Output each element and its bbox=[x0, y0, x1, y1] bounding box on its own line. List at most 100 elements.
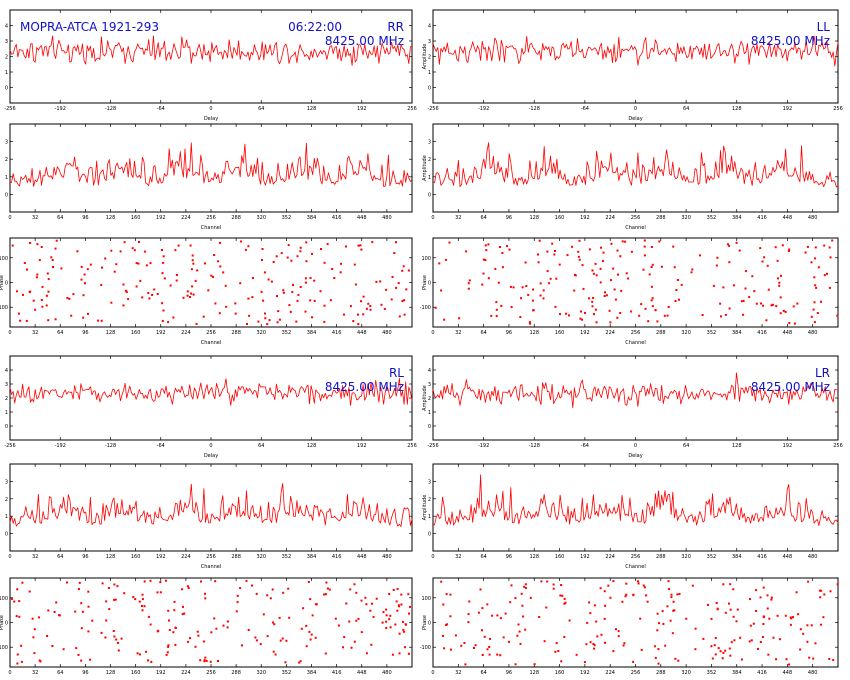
data-point bbox=[552, 583, 555, 586]
data-point bbox=[759, 596, 762, 599]
data-point bbox=[728, 307, 731, 310]
data-point bbox=[458, 317, 461, 320]
data-point bbox=[47, 278, 50, 281]
x-tick-label: 480 bbox=[808, 215, 818, 221]
data-point bbox=[722, 583, 725, 586]
y-tick-label: 2 bbox=[5, 396, 8, 402]
y-tick-label: 2 bbox=[428, 497, 431, 503]
data-point bbox=[186, 585, 189, 588]
data-point bbox=[87, 312, 89, 315]
data-point bbox=[107, 587, 110, 589]
x-tick-label: 160 bbox=[555, 670, 565, 676]
x-tick-label: 192 bbox=[156, 330, 166, 336]
data-point bbox=[671, 632, 674, 635]
data-point bbox=[405, 288, 408, 291]
data-point bbox=[814, 246, 817, 249]
data-point bbox=[190, 292, 193, 295]
data-point bbox=[771, 303, 774, 306]
data-point bbox=[558, 263, 561, 266]
data-point bbox=[710, 645, 713, 648]
data-point bbox=[200, 580, 202, 583]
x-tick-label: 320 bbox=[256, 330, 266, 336]
data-point bbox=[728, 261, 731, 264]
x-tick-label: 32 bbox=[32, 554, 38, 560]
data-point bbox=[608, 309, 611, 312]
data-point bbox=[80, 602, 83, 605]
data-point bbox=[680, 283, 683, 286]
data-point bbox=[748, 296, 751, 299]
series-line bbox=[9, 142, 413, 187]
data-point bbox=[712, 284, 715, 287]
x-tick-label: 288 bbox=[231, 554, 241, 560]
data-point bbox=[53, 611, 56, 613]
x-tick-label: 448 bbox=[357, 670, 367, 676]
data-point bbox=[214, 580, 217, 583]
data-point bbox=[547, 282, 550, 285]
data-point bbox=[604, 291, 606, 294]
data-point bbox=[213, 254, 216, 256]
data-point bbox=[58, 614, 60, 617]
data-point bbox=[360, 631, 363, 634]
data-point bbox=[616, 316, 619, 319]
data-point bbox=[177, 244, 180, 247]
x-tick-label: -128 bbox=[529, 106, 540, 112]
data-point bbox=[625, 582, 628, 585]
data-point bbox=[673, 266, 676, 269]
x-tick-label: -128 bbox=[105, 443, 116, 449]
data-point bbox=[245, 579, 248, 582]
data-point bbox=[479, 588, 482, 591]
data-point bbox=[32, 636, 35, 639]
data-point bbox=[514, 663, 517, 666]
data-point bbox=[812, 657, 815, 660]
data-point bbox=[36, 243, 39, 246]
x-tick-label: 96 bbox=[506, 554, 512, 560]
data-point bbox=[162, 309, 165, 312]
data-point bbox=[400, 593, 403, 596]
data-point bbox=[388, 593, 391, 595]
data-point bbox=[261, 259, 263, 261]
data-point bbox=[490, 314, 493, 317]
x-tick-label: 192 bbox=[580, 215, 590, 221]
x-tick-label: 256 bbox=[206, 554, 216, 560]
data-point bbox=[793, 322, 796, 325]
data-point bbox=[169, 284, 172, 287]
data-point bbox=[196, 269, 199, 272]
data-point bbox=[288, 616, 291, 619]
x-tick-label: 32 bbox=[455, 554, 461, 560]
data-point bbox=[314, 636, 317, 639]
y-tick-label: 1 bbox=[5, 70, 8, 76]
data-point bbox=[105, 619, 108, 622]
data-point bbox=[440, 580, 443, 583]
data-point bbox=[74, 610, 77, 613]
data-point bbox=[640, 303, 643, 306]
data-point bbox=[807, 580, 810, 583]
y-tick-label: 3 bbox=[5, 479, 8, 485]
y-tick-label: 0 bbox=[428, 86, 431, 92]
data-point bbox=[86, 268, 89, 271]
data-point bbox=[340, 262, 342, 265]
data-point bbox=[643, 245, 646, 248]
data-point bbox=[38, 659, 41, 662]
x-tick-label: -192 bbox=[55, 443, 66, 449]
data-point bbox=[186, 290, 189, 293]
data-point bbox=[66, 297, 69, 299]
data-point bbox=[762, 586, 765, 589]
x-tick-label: 480 bbox=[382, 215, 392, 221]
data-point bbox=[521, 604, 524, 607]
data-point bbox=[610, 279, 613, 282]
data-point bbox=[168, 629, 171, 632]
data-point bbox=[278, 616, 281, 619]
data-point bbox=[320, 248, 322, 250]
data-point bbox=[398, 632, 401, 635]
x-tick-label: 64 bbox=[57, 215, 63, 221]
data-point bbox=[331, 268, 334, 270]
data-point bbox=[829, 590, 832, 593]
data-point bbox=[404, 623, 407, 626]
data-point bbox=[642, 584, 645, 587]
data-point bbox=[546, 580, 549, 583]
data-point bbox=[54, 318, 57, 321]
data-point bbox=[127, 298, 130, 301]
data-point bbox=[131, 247, 134, 250]
data-point bbox=[755, 302, 758, 305]
data-point bbox=[495, 315, 498, 318]
